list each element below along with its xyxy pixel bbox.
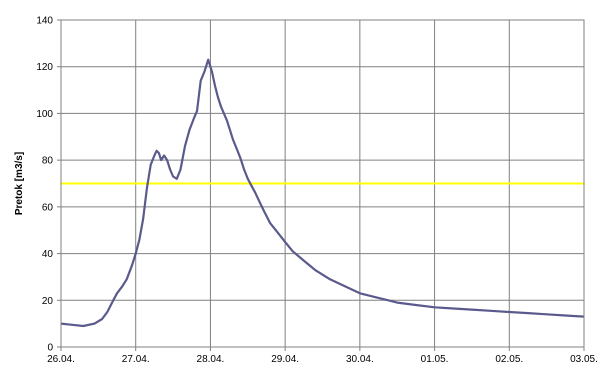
x-tick-label: 02.05. xyxy=(495,354,523,365)
x-tick-label: 27.04. xyxy=(122,354,150,365)
x-tick-label: 26.04. xyxy=(47,354,75,365)
x-tick-label: 03.05. xyxy=(570,354,598,365)
x-tick-label: 01.05. xyxy=(421,354,449,365)
tick-labels: 0 20 40 60 80 100 120 140 26.04. 27.04. 28.04. 29.0… xyxy=(36,16,598,366)
y-tick-label: 100 xyxy=(36,109,53,120)
y-tick-label: 60 xyxy=(42,202,54,213)
y-tick-label: 140 xyxy=(36,16,53,27)
series-layer xyxy=(60,58,585,328)
y-tick-label: 80 xyxy=(42,156,54,167)
y-tick-label: 20 xyxy=(42,296,54,307)
y-tick-label: 120 xyxy=(36,62,53,73)
flow-series-line xyxy=(60,58,585,328)
y-tick-label: 0 xyxy=(47,343,53,354)
x-tick-label: 30.04. xyxy=(346,354,374,365)
plot-frame xyxy=(60,19,585,348)
x-tick-label: 29.04. xyxy=(271,354,299,365)
x-tick-label: 28.04. xyxy=(197,354,225,365)
axes xyxy=(57,19,585,351)
y-axis-label: Pretok [m3/s] xyxy=(14,152,25,215)
y-tick-label: 40 xyxy=(42,249,54,260)
